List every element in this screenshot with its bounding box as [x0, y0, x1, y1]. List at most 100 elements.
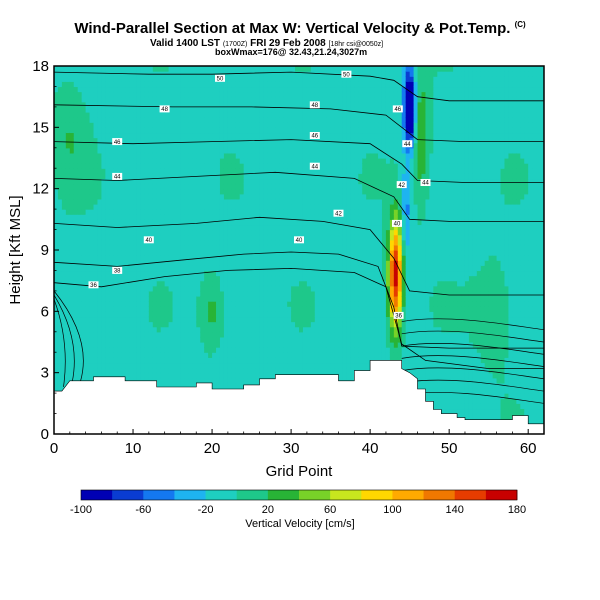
field-cell	[140, 168, 146, 174]
field-cell	[148, 367, 154, 374]
field-cell	[168, 280, 174, 287]
field-cell	[101, 188, 106, 195]
field-cell	[136, 336, 142, 343]
field-cell	[133, 168, 138, 174]
field-cell	[164, 76, 170, 82]
field-cell	[227, 158, 233, 164]
field-cell	[239, 357, 245, 364]
field-cell	[231, 76, 237, 82]
field-cell	[251, 101, 257, 108]
field-cell	[299, 204, 304, 210]
field-cell	[136, 117, 142, 123]
field-cell	[61, 326, 67, 333]
field-cell	[54, 127, 59, 134]
field-cell	[295, 280, 300, 287]
field-cell	[302, 112, 308, 118]
field-cell	[160, 255, 166, 261]
field-cell	[299, 183, 304, 190]
field-cell	[227, 81, 233, 88]
field-cell	[160, 198, 166, 205]
field-cell	[263, 280, 268, 287]
field-cell	[125, 188, 130, 195]
field-cell	[283, 122, 288, 128]
field-cell	[275, 142, 280, 149]
field-cell	[271, 306, 276, 312]
field-cell	[129, 112, 134, 118]
field-cell	[267, 285, 272, 292]
field-cell	[263, 152, 268, 159]
field-cell	[295, 101, 300, 108]
field-cell	[61, 127, 67, 134]
field-cell	[255, 326, 261, 333]
field-cell	[295, 244, 300, 251]
field-cell	[263, 336, 268, 343]
field-cell	[121, 362, 126, 369]
field-cell	[216, 224, 221, 231]
field-cell	[69, 316, 75, 323]
field-cell	[176, 158, 182, 164]
field-cell	[212, 352, 217, 358]
field-cell	[271, 106, 276, 113]
field-cell	[85, 209, 91, 215]
field-cell	[109, 66, 114, 72]
field-cell	[65, 331, 71, 338]
field-cell	[77, 183, 83, 190]
field-cell	[192, 357, 197, 364]
field-cell	[247, 229, 253, 236]
field-cell	[243, 86, 249, 93]
field-cell	[295, 173, 300, 180]
field-cell	[176, 106, 182, 113]
field-cell	[172, 270, 178, 277]
field-cell	[192, 122, 197, 128]
field-cell	[133, 209, 138, 215]
field-cell	[247, 132, 253, 139]
field-cell	[223, 290, 229, 297]
field-cell	[164, 188, 170, 195]
field-cell	[299, 81, 304, 88]
field-cell	[180, 301, 185, 307]
field-cell	[113, 367, 118, 374]
field-cell	[263, 331, 268, 338]
field-cell	[156, 306, 162, 312]
field-cell	[148, 117, 154, 123]
field-cell	[196, 122, 201, 128]
field-cell	[267, 91, 272, 98]
field-cell	[322, 311, 328, 318]
field-cell	[310, 198, 316, 205]
field-cell	[212, 91, 217, 98]
field-cell	[314, 229, 320, 236]
field-cell	[314, 81, 320, 88]
field-cell	[291, 331, 296, 338]
field-cell	[200, 198, 205, 205]
field-cell	[219, 112, 225, 118]
field-cell	[212, 311, 217, 318]
field-cell	[223, 352, 229, 358]
field-cell	[144, 147, 150, 154]
field-cell	[306, 229, 312, 236]
field-cell	[267, 357, 272, 364]
field-cell	[223, 214, 229, 220]
field-cell	[180, 316, 185, 323]
field-cell	[69, 296, 75, 302]
field-cell	[212, 296, 217, 302]
field-cell	[263, 311, 268, 318]
field-cell	[136, 132, 142, 139]
field-cell	[243, 326, 249, 333]
field-cell	[326, 326, 332, 333]
field-cell	[318, 178, 324, 185]
field-cell	[299, 96, 304, 103]
field-cell	[318, 214, 324, 220]
field-cell	[140, 352, 146, 358]
field-cell	[295, 96, 300, 103]
field-cell	[291, 336, 296, 343]
field-cell	[223, 219, 229, 226]
field-cell	[176, 326, 182, 333]
field-cell	[279, 255, 284, 261]
field-cell	[93, 204, 99, 210]
field-cell	[283, 255, 288, 261]
field-cell	[306, 66, 312, 72]
field-cell	[121, 352, 126, 358]
field-cell	[176, 296, 182, 302]
field-cell	[160, 275, 166, 282]
field-cell	[65, 270, 71, 277]
